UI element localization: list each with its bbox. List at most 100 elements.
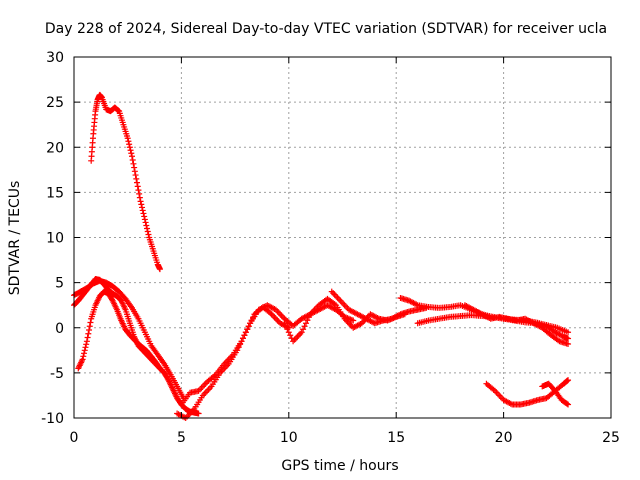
data-point [281,320,288,327]
data-point [141,213,148,220]
data-point [564,377,571,384]
data-point [144,228,151,235]
data-point [156,364,163,371]
data-point [81,347,88,354]
data-point [302,320,309,327]
data-point [565,340,572,347]
x-axis-label: GPS time / hours [281,458,398,474]
data-point [141,216,148,223]
x-tick-label: 0 [70,430,79,446]
series-arc-midday-a [174,303,292,421]
data-point [138,201,145,208]
data-point [285,329,292,336]
axis-ticks: 0 5 10 15 20 25 -10 -5 0 5 10 15 20 25 30 [41,50,620,446]
data-point [134,183,141,190]
x-tick-label: 10 [280,430,298,446]
data-point [136,194,143,201]
data-point [244,326,251,333]
series-arc-midday-b [178,302,357,408]
data-point [136,190,143,197]
data-point [242,329,249,336]
data-point [287,332,294,339]
data-point [83,338,90,345]
data-point [85,330,92,337]
data-point [238,338,245,345]
data-point [239,335,246,342]
series-arc-evening-c [461,302,572,347]
data-point [195,410,202,417]
data-point [84,334,91,341]
data-point [82,344,89,351]
data-point [134,179,141,186]
data-point [300,326,307,333]
data-point [137,198,144,205]
data-point [129,157,136,164]
data-point [282,323,289,330]
data-point [284,326,291,333]
data-point [298,329,305,336]
data-point [305,314,312,321]
data-marks [71,91,572,421]
data-point [241,332,248,339]
data-point [128,153,135,160]
data-point [142,219,149,226]
series-arc-morning-b [71,277,187,402]
data-point [139,207,146,214]
x-tick-label: 25 [602,430,620,446]
data-point [128,150,135,157]
data-point [245,323,252,330]
y-tick-label: -10 [41,411,64,427]
grid-lines [74,57,611,418]
data-point [350,317,357,324]
data-point [145,231,152,238]
data-point [81,350,88,357]
data-point [127,147,134,154]
data-point [86,323,93,330]
data-point [126,144,133,151]
data-point [124,135,131,142]
data-point [135,187,142,194]
data-point [131,168,138,175]
data-point [565,377,572,384]
series-arc-morning-c [75,288,163,372]
y-tick-label: 0 [55,321,64,337]
y-tick-label: 30 [46,50,64,66]
x-tick-label: 20 [495,430,513,446]
y-tick-label: 10 [46,231,64,247]
data-point [125,138,132,145]
y-tick-label: 20 [46,140,64,156]
series-arc-late [483,377,572,408]
data-point [87,319,94,326]
y-tick-label: 25 [46,95,64,111]
data-point [131,164,138,171]
y-tick-label: 15 [46,185,64,201]
data-point [139,204,146,211]
data-point [565,335,572,342]
data-point [80,353,87,360]
x-tick-label: 15 [387,430,405,446]
data-point [143,222,150,229]
data-point [86,327,93,334]
data-point [132,172,139,179]
data-point [156,365,163,372]
data-point [79,356,86,363]
data-point [156,266,163,273]
data-point [83,341,90,348]
data-point [565,401,572,408]
series-arc-high [88,91,163,273]
data-point [133,175,140,182]
data-point [563,400,570,407]
series-arc-late-b [539,380,572,408]
y-axis-label: SDTVAR / TECUs [7,181,23,296]
plot-frame [73,56,612,419]
y-tick-label: -5 [50,366,64,382]
data-point [130,160,137,167]
data-point [144,225,151,232]
series-arc-afternoon-b [328,288,430,327]
y-tick-label: 5 [55,276,64,292]
data-point [304,317,311,324]
data-point [301,323,308,330]
data-point [126,141,133,148]
data-point [565,329,572,336]
